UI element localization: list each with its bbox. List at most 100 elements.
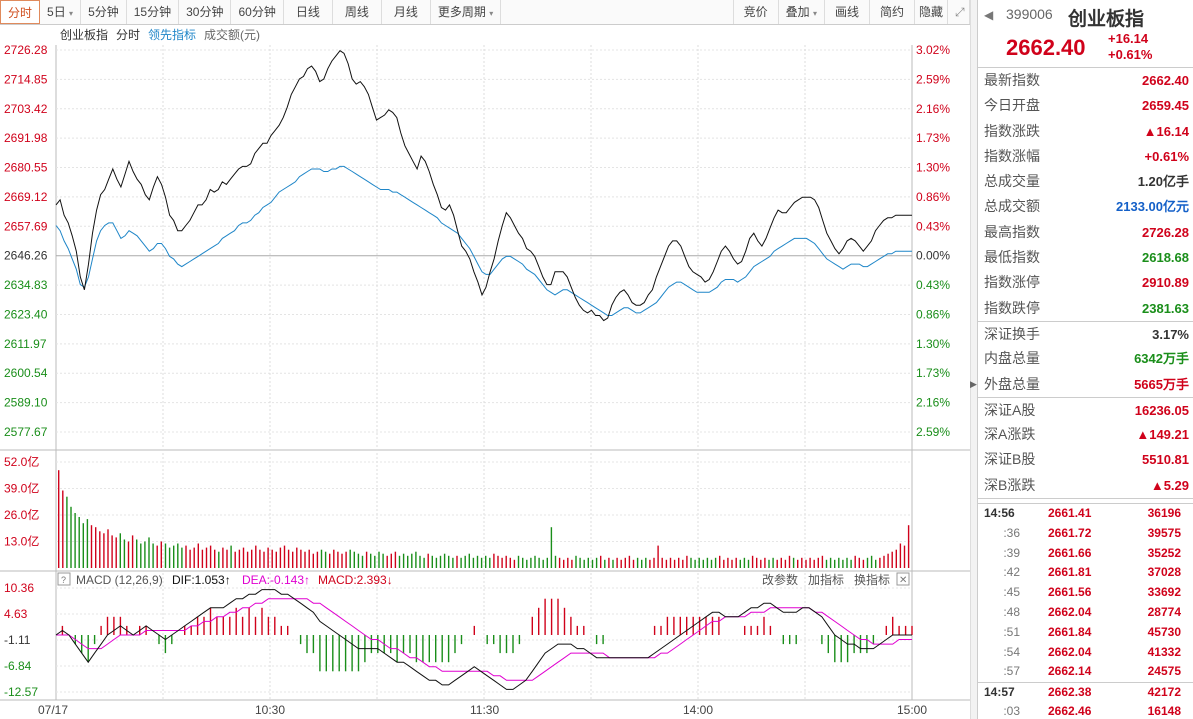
tab-daily[interactable]: 日线 — [284, 0, 333, 24]
draw-line-button[interactable]: 画线 — [825, 0, 870, 24]
stat-value: ▲149.21 — [1136, 427, 1189, 443]
tab-5day[interactable]: 5日 ▾ — [40, 0, 82, 24]
hide-button[interactable]: 隐藏 — [915, 0, 948, 24]
volume-bar — [427, 553, 429, 568]
volume-bar — [821, 555, 824, 568]
tab-30min[interactable]: 30分钟 — [179, 0, 232, 24]
stat-label: 总成交量 — [984, 173, 1040, 190]
stat-row: 最低指数 2618.68 — [978, 245, 1193, 270]
macd-tick-label: -12.57 — [4, 685, 38, 699]
collapse-panel-icon[interactable]: ▶ — [970, 379, 977, 389]
tick-price: 2662.38 — [1048, 685, 1092, 700]
stat-label: 深证换手 — [984, 325, 1040, 342]
stat-value: 2910.89 — [1142, 275, 1189, 291]
overlay-label: 叠加 — [785, 5, 810, 19]
volume-bar — [788, 555, 791, 568]
macd-tick-label: 4.63 — [4, 607, 28, 621]
tick-price: 2661.41 — [1048, 506, 1092, 520]
tab-15min[interactable]: 15分钟 — [127, 0, 180, 24]
volume-tick-label: 39.0亿 — [4, 481, 39, 496]
tab-60min[interactable]: 60分钟 — [231, 0, 284, 24]
volume-bar — [370, 553, 372, 568]
volume-bar — [702, 559, 704, 568]
volume-bar — [287, 549, 290, 568]
volume-bar — [591, 559, 594, 568]
volume-bar — [686, 555, 688, 568]
volume-bar — [538, 557, 540, 568]
help-icon-glyph: ? — [61, 575, 66, 585]
stat-value: 5510.81 — [1142, 452, 1189, 468]
volume-bar — [480, 557, 483, 568]
help-icon[interactable] — [57, 572, 71, 586]
simple-mode-button[interactable]: 简约 — [870, 0, 915, 24]
tab-more-periods[interactable]: 更多周期 ▾ — [431, 0, 502, 24]
tick-time: :39 — [1003, 545, 1020, 560]
volume-bar — [148, 537, 150, 568]
expand-icon[interactable]: ⤢ — [948, 0, 970, 24]
legend-name: 创业板指 — [60, 27, 108, 42]
tick-price: 2662.04 — [1048, 604, 1092, 619]
current-price: 2662.40 — [1006, 35, 1086, 60]
volume-bar — [641, 559, 643, 568]
volume-bar — [86, 519, 89, 568]
volume-bar — [780, 557, 782, 568]
volume-bar — [411, 553, 413, 568]
tab-intraday[interactable]: 分时 — [0, 0, 41, 24]
stat-label: 指数涨跌 — [984, 122, 1040, 139]
index-code: 399006 — [1006, 6, 1053, 22]
tick-volume: 37028 — [1147, 565, 1181, 580]
stat-value: ▲5.29 — [1150, 477, 1189, 493]
legend-lead[interactable]: 领先指标 — [148, 27, 196, 42]
stat-value: 16236.05 — [1134, 402, 1189, 418]
volume-bar — [468, 553, 470, 568]
volume-bar — [714, 557, 717, 568]
volume-bar — [526, 559, 528, 568]
volume-bar — [530, 557, 532, 568]
volume-bar — [760, 559, 762, 568]
volume-bar — [509, 557, 511, 568]
volume-bar — [682, 559, 684, 568]
tab-5min[interactable]: 5分钟 — [81, 0, 127, 24]
intraday-chart[interactable]: 2726.28 3.02% 2714.85 2.59% 2703.42 2.16% 2691… — [0, 25, 970, 719]
tick-list[interactable]: 14:56 2661.41 36196:36 2661.72 39575:39 2661.… — [978, 503, 1193, 719]
switch-indicator-button[interactable]: 换指标 — [854, 572, 890, 587]
change-params-button[interactable]: 改参数 — [762, 572, 798, 587]
time-tick-label: 15:00 — [897, 703, 927, 717]
close-icon[interactable] — [896, 572, 910, 586]
volume-bar — [850, 559, 852, 568]
macd-dea: DEA:-0.143↑ — [242, 573, 310, 587]
volume-bar — [883, 555, 885, 568]
volume-bar — [209, 545, 212, 568]
volume-bar — [595, 557, 598, 568]
volume-bar — [234, 551, 236, 568]
tab-monthly[interactable]: 月线 — [382, 0, 431, 24]
panel-splitter[interactable] — [970, 0, 977, 719]
add-indicator-button[interactable]: 加指标 — [808, 572, 844, 587]
tick-time: :36 — [1003, 525, 1020, 540]
volume-bar — [673, 559, 676, 568]
price-tick-label: 2600.54 — [4, 366, 48, 380]
volume-bar — [739, 559, 741, 568]
volume-bar — [177, 543, 179, 568]
auction-button[interactable]: 竞价 — [734, 0, 779, 24]
volume-bar — [464, 555, 466, 568]
volume-bar — [809, 557, 811, 568]
tick-price: 2661.56 — [1048, 585, 1092, 600]
tick-volume: 45730 — [1147, 624, 1181, 639]
volume-bar — [735, 557, 737, 568]
stat-value: 2381.63 — [1142, 300, 1189, 316]
volume-bar — [542, 559, 544, 568]
volume-bar — [493, 553, 495, 568]
tab-weekly[interactable]: 周线 — [333, 0, 382, 24]
tick-row: :39 2661.66 35252 — [978, 544, 1193, 564]
volume-bar — [365, 551, 368, 568]
volume-bar — [193, 547, 195, 568]
volume-bar — [452, 557, 454, 568]
volume-bar — [895, 549, 897, 568]
dif-line — [55, 589, 912, 690]
volume-bar — [834, 559, 836, 568]
overlay-button[interactable]: 叠加 ▾ — [779, 0, 825, 24]
previous-stock-icon[interactable]: ◀ — [984, 8, 994, 22]
volume-bar — [333, 549, 335, 568]
price-line — [55, 50, 912, 322]
